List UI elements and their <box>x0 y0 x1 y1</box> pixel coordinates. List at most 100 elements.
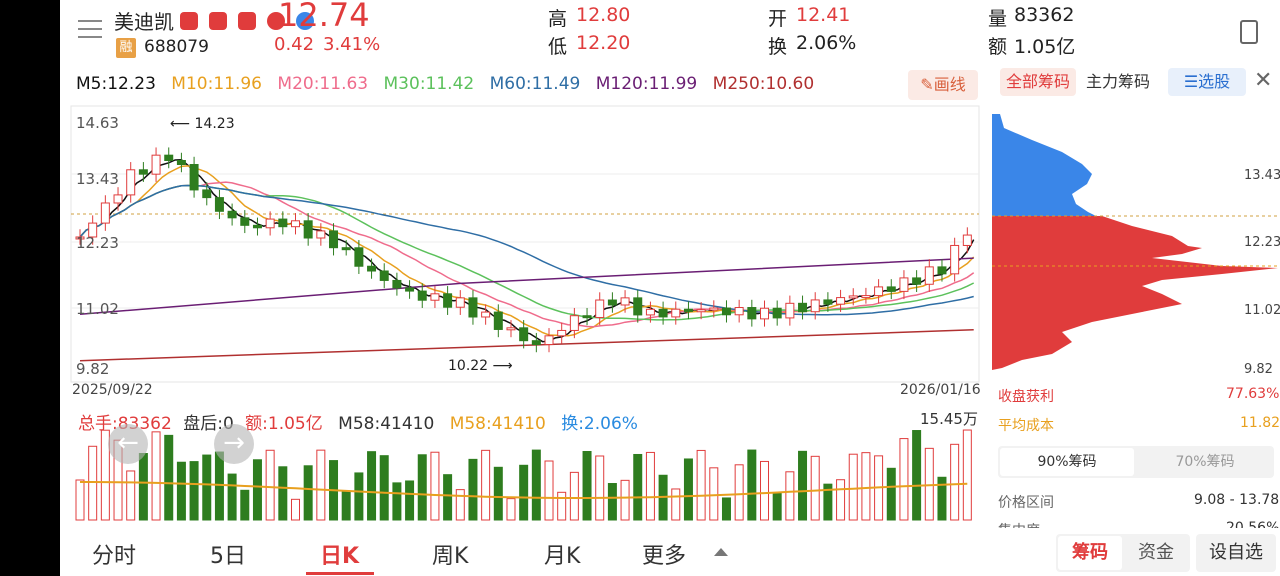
last-price: 12.74 <box>278 0 370 34</box>
candle-body <box>481 311 491 318</box>
volume-bar <box>950 443 960 521</box>
candle-body <box>329 230 339 249</box>
chip90-button[interactable]: 90%筹码 <box>1000 448 1134 476</box>
close-icon[interactable]: ✕ <box>1254 68 1273 93</box>
volume-bar <box>430 451 440 521</box>
volume-bar <box>937 476 947 521</box>
volume-bar <box>367 451 377 521</box>
candle-body <box>405 287 415 292</box>
volume-bar <box>468 458 478 521</box>
arrow-right-icon: ⟶ <box>488 358 513 374</box>
volume-bar <box>544 460 554 521</box>
volume-bar <box>531 449 541 521</box>
tab-weekly-k[interactable]: 周K <box>432 544 469 569</box>
phone-icon[interactable] <box>1240 20 1258 44</box>
volume-bar <box>734 464 744 521</box>
tab-all-chips[interactable]: 全部筹码 <box>1000 68 1076 96</box>
stock-code: 688079 <box>144 37 209 57</box>
chips-button[interactable]: 筹码 <box>1058 536 1122 570</box>
side-tabs: 全部筹码 主力筹码 ☰选股 ✕ <box>998 66 1280 98</box>
volume-bar <box>772 492 782 521</box>
draw-line-button[interactable]: ✎画线 <box>908 70 978 100</box>
price-tick-3: 11.02 <box>76 300 119 318</box>
candle-body <box>658 308 668 318</box>
candle-body <box>354 247 364 267</box>
candle-body <box>772 307 782 319</box>
tab-intraday[interactable]: 分时 <box>92 544 137 569</box>
tab-main-chips[interactable]: 主力筹码 <box>1086 68 1150 96</box>
chip70-label: 70%筹码 <box>1175 454 1235 470</box>
volume-bar <box>569 471 579 521</box>
volume-bar <box>912 430 922 521</box>
volume-bar <box>265 449 275 521</box>
candle-body <box>417 290 427 301</box>
volume-bar <box>189 461 199 521</box>
menu-icon[interactable] <box>78 18 102 38</box>
volume-chart[interactable] <box>60 426 984 522</box>
kline-chart[interactable] <box>60 104 984 404</box>
arrow-right-icon: → <box>223 428 245 458</box>
high-label: 高 <box>548 8 568 30</box>
volume-bar <box>899 438 909 521</box>
range-label: 价格区间 <box>998 495 1054 511</box>
volume-bar <box>455 489 465 521</box>
chart-icon <box>238 12 257 30</box>
candle-body <box>214 197 224 212</box>
indicator-icons <box>180 12 315 32</box>
candle-body <box>937 266 947 275</box>
volume-bar <box>595 455 605 521</box>
volume-bar <box>176 461 186 521</box>
candle-body <box>633 297 643 316</box>
volume-bar <box>671 488 681 521</box>
caret-up-icon[interactable] <box>714 548 728 556</box>
candle-body <box>836 297 846 305</box>
candle-body <box>683 308 693 312</box>
list-icon: ☰ <box>1183 72 1199 91</box>
candle-body <box>823 299 833 305</box>
volume-ma-line <box>80 481 968 499</box>
chips-label: 筹码 <box>1072 542 1108 563</box>
candle-body <box>582 315 592 319</box>
card-icon <box>209 12 228 30</box>
volume-bar <box>151 431 161 521</box>
volume-label: 量 <box>988 8 1008 30</box>
margin-badge: 融 <box>116 38 136 58</box>
ma-bar: M5:12.23 M10:11.96 M20:11.63 M30:11.42 M… <box>76 74 814 94</box>
low-value: 12.20 <box>576 32 631 54</box>
candle-body <box>595 299 605 318</box>
candle-body <box>367 265 377 272</box>
volume-bar <box>962 429 972 521</box>
candle-body <box>151 154 161 175</box>
candle-body <box>392 279 402 289</box>
candle-body <box>443 293 453 308</box>
candle-body <box>126 169 136 196</box>
volume-bar <box>379 455 389 521</box>
volume-bar <box>202 454 212 521</box>
chip70-button[interactable]: 70%筹码 <box>1138 448 1272 476</box>
volume-bar <box>760 460 770 521</box>
candle-body <box>760 307 770 320</box>
turnover-value: 2.06% <box>796 32 857 54</box>
next-arrow-button[interactable]: → <box>214 424 254 464</box>
funds-button[interactable]: 资金 <box>1124 536 1188 570</box>
tab-daily-k[interactable]: 日K <box>320 544 360 569</box>
m58-b: M58:41410 <box>449 414 546 434</box>
volume-bar <box>290 498 300 521</box>
m120-line <box>79 257 974 316</box>
volume-bar <box>645 451 655 521</box>
amount-value: 1.05亿 <box>1014 36 1076 58</box>
side-tick-0: 13.43 <box>1244 168 1280 183</box>
candle-body <box>607 299 617 306</box>
volume-bar <box>100 429 110 521</box>
tab-more[interactable]: 更多 <box>642 544 687 569</box>
open-label: 开 <box>768 8 788 30</box>
volume-bar <box>810 455 820 521</box>
ma120-label: M120:11.99 <box>595 74 698 94</box>
prev-arrow-button[interactable]: ← <box>108 424 148 464</box>
add-watchlist-button[interactable]: 设自选 <box>1196 534 1276 572</box>
select-stock-button[interactable]: ☰选股 <box>1168 68 1246 96</box>
candle-body <box>620 297 630 306</box>
tab-5day[interactable]: 5日 <box>210 544 246 569</box>
tab-monthly-k[interactable]: 月K <box>544 544 581 569</box>
ma30-label: M30:11.42 <box>383 74 475 94</box>
